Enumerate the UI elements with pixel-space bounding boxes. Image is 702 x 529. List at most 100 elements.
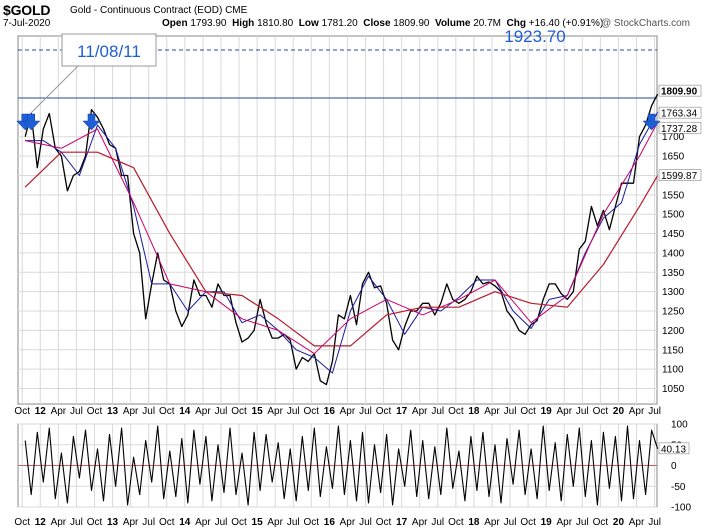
peak-arrow-icon xyxy=(22,113,41,131)
open-label: Open xyxy=(162,18,188,29)
y-tick-label: 1100 xyxy=(662,365,684,376)
watermark: @ StockCharts.com xyxy=(601,18,690,29)
main-x-tick-label: 20 xyxy=(613,406,625,417)
quote-line: Open 1793.90 High 1810.80 Low 1781.20 Cl… xyxy=(162,18,603,29)
main-x-tick-label: Apr xyxy=(629,406,645,417)
oscillator-x-tick-label: 15 xyxy=(252,517,264,528)
main-x-tick-label: Apr xyxy=(556,406,572,417)
chart-header: $GOLD Gold - Continuous Contract (EOD) C… xyxy=(0,0,702,34)
peak-arrow-icon xyxy=(642,113,661,131)
main-x-tick-label: 17 xyxy=(396,406,408,417)
oscillator-x-tick-label: Oct xyxy=(14,517,30,528)
series-ma_mid xyxy=(25,122,659,355)
oscillator-x-tick-label: Oct xyxy=(304,517,320,528)
oscillator-x-tick-label: Oct xyxy=(87,517,103,528)
callout-pointer xyxy=(30,65,79,114)
resistance-level-label: 1923.70 xyxy=(504,27,565,46)
oscillator-x-tick-label: Jul xyxy=(431,517,444,528)
y-tick-label: 1400 xyxy=(662,248,685,259)
instrument-description: Gold - Continuous Contract (EOD) CME xyxy=(70,5,247,16)
main-x-tick-label: Oct xyxy=(448,406,464,417)
main-x-tick-label: Oct xyxy=(593,406,609,417)
low-label: Low xyxy=(298,18,319,29)
y-tick-label: 1350 xyxy=(662,268,685,279)
oscillator-x-tick-label: Oct xyxy=(231,517,247,528)
main-x-tick-label: Oct xyxy=(376,406,392,417)
oscillator-x-tick-label: 20 xyxy=(613,517,625,528)
main-x-tick-label: Oct xyxy=(304,406,320,417)
last-value-box xyxy=(658,106,702,119)
open-value: 1793.90 xyxy=(190,18,227,29)
oscillator-x-tick-label: Apr xyxy=(629,517,645,528)
series-oscillator xyxy=(24,425,659,506)
oscillator-x-tick-label: 16 xyxy=(324,517,336,528)
main-x-tick-label: 16 xyxy=(324,406,336,417)
main-x-tick-label: 12 xyxy=(35,406,47,417)
main-x-tick-label: Oct xyxy=(520,406,536,417)
main-x-tick-label: Jul xyxy=(431,406,444,417)
high-value: 1810.80 xyxy=(257,18,294,29)
low-value: 1781.20 xyxy=(321,18,358,29)
series-price xyxy=(24,93,659,386)
oscillator-x-tick-label: Oct xyxy=(159,517,175,528)
oscillator-x-tick-label: Jul xyxy=(359,517,372,528)
oscillator-x-tick-label: Apr xyxy=(123,517,139,528)
oscillator-x-tick-label: Oct xyxy=(520,517,536,528)
oscillator-x-tick-label: Jul xyxy=(576,517,589,528)
main-x-tick-label: Jul xyxy=(504,406,517,417)
chg-value: +16.40 (+0.91%) xyxy=(528,18,604,29)
oscillator-last-value-label: 40.13 xyxy=(661,444,686,455)
oscillator-last-value-box xyxy=(658,442,690,455)
oscillator-x-tick-label: Oct xyxy=(376,517,392,528)
chg-label: Chg xyxy=(506,18,526,29)
main-x-tick-label: 19 xyxy=(541,406,553,417)
oscillator-x-tick-label: Apr xyxy=(484,517,500,528)
oscillator-x-tick-label: Oct xyxy=(448,517,464,528)
last-value-label: 1737.28 xyxy=(661,124,698,135)
main-x-tick-label: Oct xyxy=(159,406,175,417)
main-x-tick-label: Oct xyxy=(14,406,30,417)
main-x-tick-label: Apr xyxy=(340,406,356,417)
oscillator-x-tick-label: Oct xyxy=(593,517,609,528)
y-tick-label: 1450 xyxy=(662,229,685,240)
y-tick-label: 1250 xyxy=(662,307,685,318)
oscillator-x-tick-label: Jul xyxy=(648,517,661,528)
last-value-box xyxy=(658,121,702,134)
main-x-tick-label: Apr xyxy=(267,406,283,417)
main-x-tick-label: Oct xyxy=(87,406,103,417)
main-x-tick-label: Jul xyxy=(576,406,589,417)
main-x-tick-label: Oct xyxy=(231,406,247,417)
y-tick-label: 1550 xyxy=(662,190,685,201)
oscillator-x-tick-label: Jul xyxy=(287,517,300,528)
oscillator-x-tick-label: Jul xyxy=(70,517,83,528)
symbol: $GOLD xyxy=(3,2,51,18)
high-label: High xyxy=(232,18,255,29)
main-x-tick-label: Jul xyxy=(142,406,155,417)
oscillator-y-tick-label: 0 xyxy=(671,461,677,472)
exchange-text: CME xyxy=(225,5,248,16)
main-x-tick-label: Jul xyxy=(70,406,83,417)
main-x-tick-label: Jul xyxy=(359,406,372,417)
oscillator-x-tick-label: 14 xyxy=(179,517,191,528)
callout-box xyxy=(61,33,157,67)
last-value-box xyxy=(658,84,702,97)
watermark-text: @ StockCharts.com xyxy=(600,18,690,29)
close-label: Close xyxy=(363,18,391,29)
oscillator-x-tick-label: 12 xyxy=(35,517,47,528)
quote-date: 7-Jul-2020 xyxy=(3,18,51,29)
main-plot-frame xyxy=(17,35,658,405)
y-tick-label: 1300 xyxy=(662,287,685,298)
main-x-tick-label: Apr xyxy=(123,406,139,417)
main-x-tick-label: Jul xyxy=(215,406,228,417)
oscillator-y-tick-label: -100 xyxy=(671,503,691,514)
y-tick-label: 1700 xyxy=(662,132,685,143)
close-value: 1809.90 xyxy=(393,18,430,29)
volume-label: Volume xyxy=(435,18,471,29)
main-x-tick-label: Apr xyxy=(51,406,67,417)
last-value-label: 1599.87 xyxy=(661,171,698,182)
oscillator-x-tick-label: Jul xyxy=(504,517,517,528)
main-x-tick-label: 14 xyxy=(179,406,191,417)
main-x-tick-label: 13 xyxy=(107,406,119,417)
oscillator-x-tick-label: 13 xyxy=(107,517,119,528)
main-x-tick-label: 18 xyxy=(468,406,480,417)
